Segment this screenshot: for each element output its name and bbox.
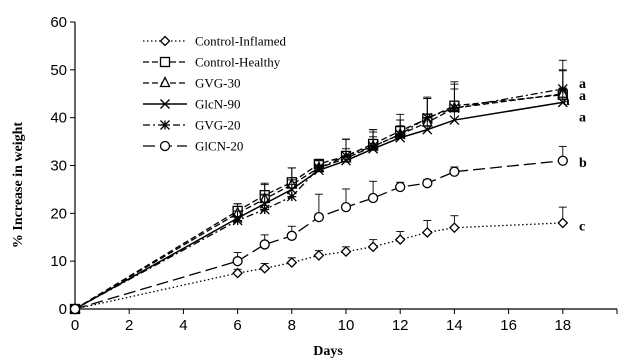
x-tick-label: 0 — [71, 317, 79, 334]
x-tick-label: 2 — [125, 317, 133, 334]
data-point — [286, 257, 298, 269]
legend-label: GVG-20 — [195, 118, 241, 133]
y-tick-label: 60 — [50, 14, 67, 31]
legend-marker — [159, 140, 171, 152]
legend: Control-Inflamed Control-Healthy GVG-30 Glc… — [143, 34, 286, 154]
legend-label: GVG-30 — [195, 76, 241, 91]
data-point — [557, 217, 569, 229]
data-point — [368, 141, 379, 152]
legend-item: Control-Healthy — [143, 55, 281, 70]
series-line — [74, 94, 563, 310]
y-tick-label: 0 — [59, 301, 67, 318]
data-point — [557, 155, 568, 166]
x-tick-label: 18 — [554, 317, 571, 334]
legend-label: GlcN-90 — [195, 97, 241, 112]
data-point — [259, 239, 270, 250]
legend-marker — [159, 56, 171, 68]
series-gvg-30 — [69, 69, 569, 314]
data-point — [341, 150, 351, 161]
legend-marker — [160, 120, 170, 130]
data-point — [557, 84, 568, 94]
legend-item: GVG-20 — [143, 118, 241, 133]
x-tick-label: 12 — [392, 317, 409, 334]
legend-marker — [159, 35, 171, 47]
series-control-healthy — [69, 70, 568, 315]
x-tick-label: 4 — [179, 317, 187, 334]
series-gvg-20 — [70, 59, 568, 314]
y-tick-label: 40 — [50, 110, 67, 127]
x-tick-label: 8 — [288, 317, 296, 334]
data-point — [394, 234, 406, 246]
data-point — [367, 241, 379, 253]
y-tick-label: 10 — [50, 253, 67, 270]
data-point — [449, 166, 460, 177]
data-point — [313, 162, 324, 173]
legend-marker — [159, 76, 171, 88]
series-layer — [69, 59, 569, 315]
data-point — [340, 201, 352, 213]
data-point — [395, 181, 406, 193]
legend-label: GlCN-20 — [195, 139, 243, 154]
data-point — [448, 222, 460, 234]
data-point — [259, 204, 270, 215]
significance-label: b — [579, 156, 587, 171]
data-point — [422, 112, 433, 123]
significance-label: a — [579, 89, 586, 104]
data-point — [286, 230, 297, 241]
x-tick-label: 10 — [338, 317, 355, 334]
legend-item: GlCN-20 — [143, 139, 243, 154]
data-point — [367, 192, 379, 204]
y-tick-label: 30 — [50, 158, 67, 175]
series-line — [74, 160, 563, 310]
data-point — [69, 303, 81, 315]
significance-label: a — [579, 77, 586, 92]
data-point — [232, 215, 243, 226]
x-tick-label: 14 — [446, 317, 463, 334]
series-glcn-20 — [69, 145, 568, 315]
legend-item: Control-Inflamed — [143, 34, 286, 49]
data-point — [232, 267, 244, 279]
y-tick-label: 20 — [50, 205, 67, 222]
y-tick-label: 50 — [50, 62, 67, 79]
legend-item: GlcN-90 — [143, 97, 241, 112]
legend-label: Control-Healthy — [195, 55, 281, 70]
data-point — [449, 103, 460, 114]
data-point — [313, 212, 325, 223]
legend-item: GVG-30 — [143, 76, 241, 91]
data-point — [449, 115, 460, 126]
legend-label: Control-Inflamed — [195, 34, 286, 49]
data-point — [557, 97, 568, 108]
data-point — [259, 262, 271, 274]
data-point — [232, 256, 243, 267]
data-point — [395, 129, 406, 140]
axes: 0 10 20 30 40 50 60 0 2 4 6 8 10 12 14 16 18 — [50, 14, 618, 334]
data-point — [286, 191, 297, 202]
significance-label: c — [579, 220, 585, 235]
significance-label: a — [579, 111, 586, 126]
data-point — [422, 178, 433, 189]
x-tick-label: 16 — [500, 317, 517, 334]
data-point — [313, 250, 325, 261]
data-point — [340, 246, 352, 258]
data-point — [421, 227, 433, 238]
series-control-inflamed — [69, 206, 569, 315]
legend-marker — [160, 99, 170, 109]
x-tick-label: 6 — [233, 317, 241, 334]
significance-label: a — [563, 94, 570, 109]
data-point — [422, 124, 433, 135]
y-axis-title: % Increase in weight — [11, 122, 26, 248]
x-axis-title: Days — [313, 344, 343, 358]
